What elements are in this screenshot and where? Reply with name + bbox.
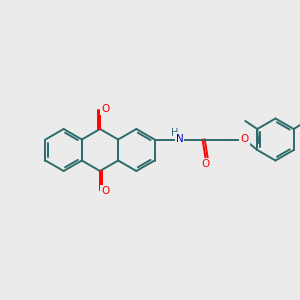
Text: H: H [171, 128, 178, 139]
Text: O: O [201, 159, 210, 170]
Text: O: O [101, 186, 109, 196]
Text: O: O [101, 104, 109, 114]
Text: O: O [240, 134, 249, 143]
Text: N: N [176, 134, 183, 143]
